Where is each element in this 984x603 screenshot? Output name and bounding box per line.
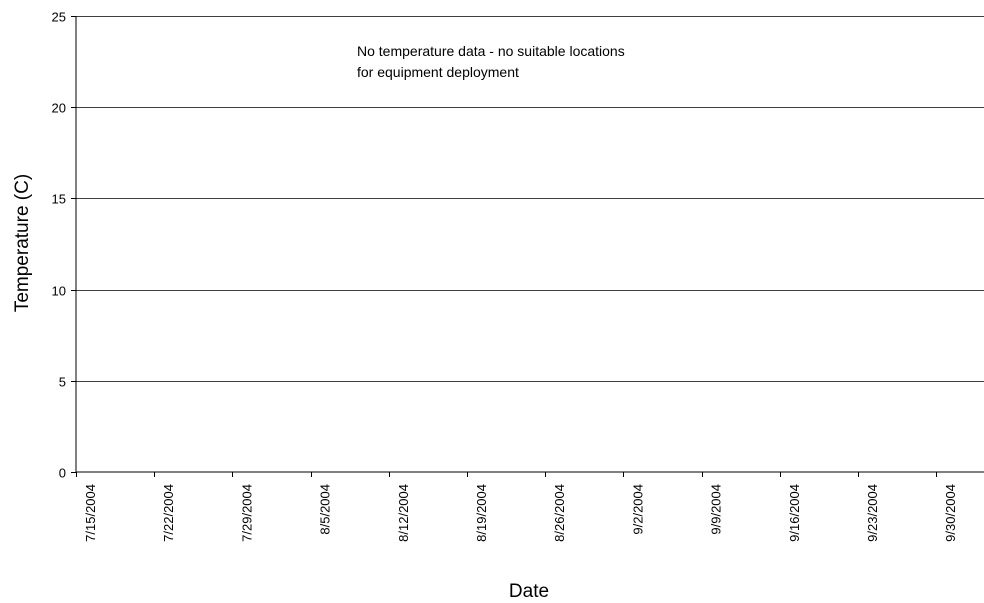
annotation-line-2: for equipment deployment [357, 64, 519, 80]
y-tick-label: 20 [52, 101, 66, 116]
annotation-line-1: No temperature data - no suitable locati… [357, 43, 625, 59]
x-tick-label: 9/9/2004 [709, 484, 724, 535]
no-data-annotation: No temperature data - no suitable locati… [357, 43, 625, 80]
y-tick-label: 0 [59, 466, 66, 481]
x-tick-label: 9/30/2004 [943, 484, 958, 542]
x-tick-label: 8/12/2004 [396, 484, 411, 542]
y-tick-label: 5 [59, 375, 66, 390]
y-tick-label: 10 [52, 284, 66, 299]
gridlines [76, 16, 984, 382]
y-axis-ticks: 0 5 10 15 20 25 [52, 10, 76, 481]
x-tick-label: 9/2/2004 [630, 484, 645, 535]
x-tick-label: 7/15/2004 [83, 484, 98, 542]
x-axis-ticks: 7/15/2004 7/22/2004 7/29/2004 8/5/2004 8/12/… [76, 472, 958, 542]
x-tick-label: 7/29/2004 [239, 484, 254, 542]
x-tick-label: 7/22/2004 [161, 484, 176, 542]
y-axis-title: Temperature (C) [12, 174, 33, 312]
axes [75, 16, 984, 473]
x-tick-label: 8/19/2004 [474, 484, 489, 542]
x-tick-label: 9/23/2004 [865, 484, 880, 542]
x-tick-label: 8/5/2004 [318, 484, 333, 535]
y-tick-label: 15 [52, 192, 66, 207]
x-tick-label: 9/16/2004 [787, 484, 802, 542]
x-tick-label: 8/26/2004 [552, 484, 567, 542]
y-tick-label: 25 [52, 10, 66, 25]
x-axis-title: Date [509, 581, 549, 602]
